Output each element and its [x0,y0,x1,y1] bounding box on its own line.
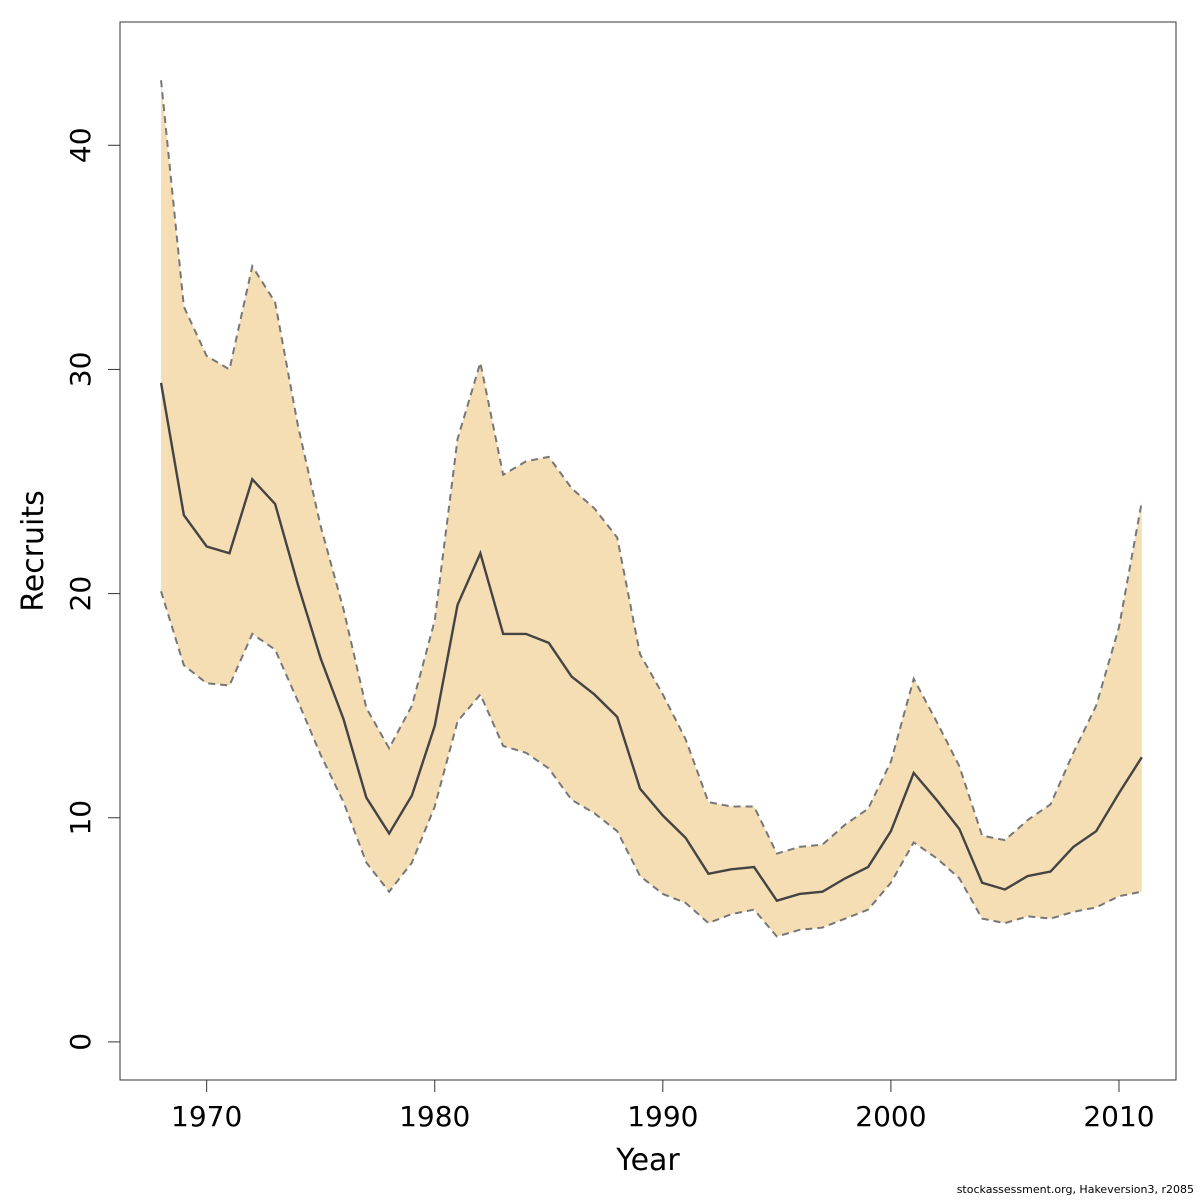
confidence-band [161,80,1142,937]
x-tick-label: 2000 [855,1100,926,1133]
y-tick-label: 30 [64,352,97,388]
confidence-bounds [160,80,1143,938]
x-axis: 1970 1980 1990 2000 2010 [171,1080,1155,1133]
median-line [159,382,1143,903]
plot-frame [119,21,1177,1081]
y-tick-label: 10 [64,800,97,836]
lower-bound-line [160,591,1142,938]
x-tick-label: 2010 [1083,1100,1154,1133]
median-line-group [159,382,1143,903]
band-area [161,80,1142,937]
y-tick-label: 20 [64,576,97,612]
credit-text: stockassessment.org, Hakeversion3, r2085 [956,1183,1194,1196]
x-axis-label: Year [615,1143,680,1178]
x-tick-label: 1980 [399,1100,470,1133]
y-tick-label: 40 [64,127,97,163]
y-axis-label: Recruits [16,490,51,612]
y-tick-label: 0 [64,1033,97,1051]
x-tick-label: 1990 [627,1100,698,1133]
upper-bound-line [160,80,1143,855]
x-tick-label: 1970 [171,1100,242,1133]
y-axis: 0 10 20 30 40 [64,127,120,1051]
